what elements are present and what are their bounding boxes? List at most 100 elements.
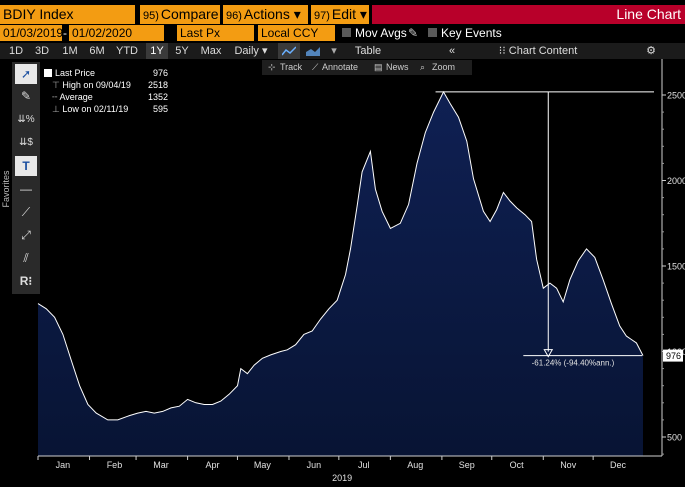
actions-number: 96) — [226, 10, 242, 22]
period-5y[interactable]: 5Y — [175, 45, 189, 57]
track-button[interactable]: Track — [280, 62, 303, 72]
x-tick-label: Jan — [56, 460, 71, 470]
period-6m[interactable]: 6M — [89, 45, 105, 57]
field-value: Last Px — [180, 26, 221, 40]
period-ytd[interactable]: YTD — [116, 45, 138, 57]
command-line-strip — [0, 0, 685, 4]
pencil-icon[interactable]: ✎ — [408, 26, 419, 40]
ray-line-icon[interactable]: ⤢ — [21, 228, 31, 242]
actions-label: Actions ▾ — [243, 6, 301, 22]
text-tool-icon[interactable]: T — [15, 156, 37, 176]
news-icon[interactable]: ▤ — [374, 62, 383, 72]
price-area-fill — [38, 91, 643, 457]
start-date-field[interactable]: 01/03/2019 — [0, 25, 64, 41]
chart-content-button[interactable]: ⁝⁝ Chart Content — [496, 43, 580, 59]
edit-label: Edit ▾ — [331, 6, 367, 22]
compare-number: 95) — [143, 10, 159, 22]
key-events-checkbox[interactable] — [428, 28, 437, 37]
chart-content-icon: ⁝⁝ — [498, 45, 509, 57]
dollar-change-icon[interactable]: ⇊$ — [19, 137, 33, 148]
key-events-label: Key Events — [441, 26, 502, 40]
percent-change-icon[interactable]: ⇊% — [17, 114, 35, 125]
security-field[interactable]: BDIY Index — [0, 5, 135, 24]
x-tick-label: Mar — [153, 460, 169, 470]
x-tick-label: Jun — [307, 460, 322, 470]
period-1m[interactable]: 1M — [62, 45, 78, 57]
y-tick-label: 500 — [667, 433, 682, 443]
x-tick-label: Sep — [459, 460, 475, 470]
channel-icon[interactable]: ⫽ — [23, 251, 29, 265]
regression-icon[interactable]: R⁝ — [19, 274, 33, 288]
legend-low-value: 595 — [152, 104, 168, 114]
title-bar: Line Chart — [372, 5, 685, 24]
chart-subtoolbar: ⊹ Track ⟋ Annotate ▤ News ⌕ Zoom — [262, 60, 472, 75]
last-price-tag-box — [663, 349, 683, 362]
track-icon[interactable]: ⊹ — [268, 62, 276, 72]
period-1d[interactable]: 1D — [8, 45, 24, 57]
table-button[interactable]: Table — [354, 45, 382, 57]
currency-value: Local CCY — [261, 26, 319, 40]
zoom-icon[interactable]: ⌕ — [420, 62, 426, 72]
trend-line-icon[interactable]: ⟋ — [21, 205, 31, 219]
x-tick-label: Apr — [206, 460, 220, 470]
favorites-tab[interactable]: Favorites — [0, 150, 12, 230]
chart-style-dropdown-icon[interactable]: ▾ — [331, 45, 337, 57]
settings-gear-icon[interactable]: ⚙ — [646, 45, 656, 57]
chart-area[interactable]: -61.24% (-94.40%ann.) 250020001500100050… — [0, 59, 685, 487]
period-toolbar: 1D 3D 1M 6M YTD 1Y 5Y Max Daily ▾ ▾ Tabl… — [0, 43, 685, 59]
zoom-button[interactable]: Zoom — [432, 62, 456, 72]
pen-icon[interactable]: ✎ — [20, 89, 32, 103]
actions-button[interactable]: 96) Actions ▾ — [223, 5, 308, 24]
x-tick-label: May — [254, 460, 272, 470]
mov-avgs-checkbox[interactable] — [342, 28, 351, 37]
legend-last-price-label: Last Price — [55, 68, 96, 78]
x-tick-label: Oct — [510, 460, 525, 470]
compare-label: Compare — [160, 6, 219, 22]
legend-low: ⊥ Low on 02/11/19 — [52, 104, 129, 114]
compare-button[interactable]: 95) Compare — [140, 5, 220, 24]
annotate-icon[interactable]: ⟋ — [312, 62, 319, 72]
legend-high-label: High on 09/04/19 — [62, 80, 131, 90]
legend-high-value: 2518 — [147, 80, 168, 90]
edit-number: 97) — [314, 10, 330, 22]
legend-last-price: Last Price — [44, 68, 95, 79]
period-1y[interactable]: 1Y — [146, 43, 168, 59]
legend-average-label: Average — [59, 92, 93, 102]
legend-high: ⊤ High on 09/04/19 — [52, 80, 131, 90]
date-separator: - — [63, 26, 67, 40]
annotate-button[interactable]: Annotate — [322, 62, 359, 72]
end-date-value: 01/02/2020 — [72, 26, 133, 40]
cursor-arrow-icon[interactable]: ➚ — [15, 64, 37, 84]
field-selector[interactable]: Last Px — [177, 25, 254, 41]
area-chart-icon[interactable] — [302, 43, 324, 59]
horizontal-line-icon[interactable]: — — [20, 182, 32, 196]
price-chart: -61.24% (-94.40%ann.) 250020001500100050… — [37, 59, 685, 483]
x-tick-label: Feb — [107, 460, 123, 470]
x-tick-label: Nov — [560, 460, 577, 470]
frequency-dropdown[interactable]: Daily ▾ — [234, 45, 268, 57]
period-3d[interactable]: 3D — [34, 45, 50, 57]
edit-button[interactable]: 97) Edit ▾ — [311, 5, 369, 24]
legend-last-price-value: 976 — [152, 68, 168, 78]
price-series-line — [37, 90, 644, 421]
chart-content-label: Chart Content — [508, 45, 578, 57]
legend-swatch — [44, 69, 52, 77]
x-tick-label: Dec — [610, 460, 627, 470]
news-button[interactable]: News — [386, 62, 409, 72]
mov-avgs-label: Mov Avgs — [355, 26, 407, 40]
x-tick-label: Aug — [407, 460, 423, 470]
x-axis-year-label: 2019 — [332, 473, 352, 483]
header-bar: BDIY Index 95) Compare 96) Actions ▾ 97) Ed… — [0, 5, 685, 24]
start-date-value: 01/03/2019 — [3, 26, 64, 40]
legend-average-value: 1352 — [147, 92, 168, 102]
currency-selector[interactable]: Local CCY — [258, 25, 335, 41]
x-tick-label: Jul — [358, 460, 370, 470]
end-date-field[interactable]: 01/02/2020 — [69, 25, 164, 41]
period-max[interactable]: Max — [200, 45, 222, 57]
line-chart-icon[interactable] — [278, 43, 300, 59]
legend-low-label: Low on 02/11/19 — [62, 104, 129, 114]
parameters-bar: 01/03/2019 - 01/02/2020 Last Px Local CC… — [0, 25, 685, 42]
last-price-tag: 976 — [663, 349, 683, 362]
collapse-icon[interactable]: « — [448, 45, 456, 57]
change-annotation-text: -61.24% (-94.40%ann.) — [532, 359, 615, 368]
